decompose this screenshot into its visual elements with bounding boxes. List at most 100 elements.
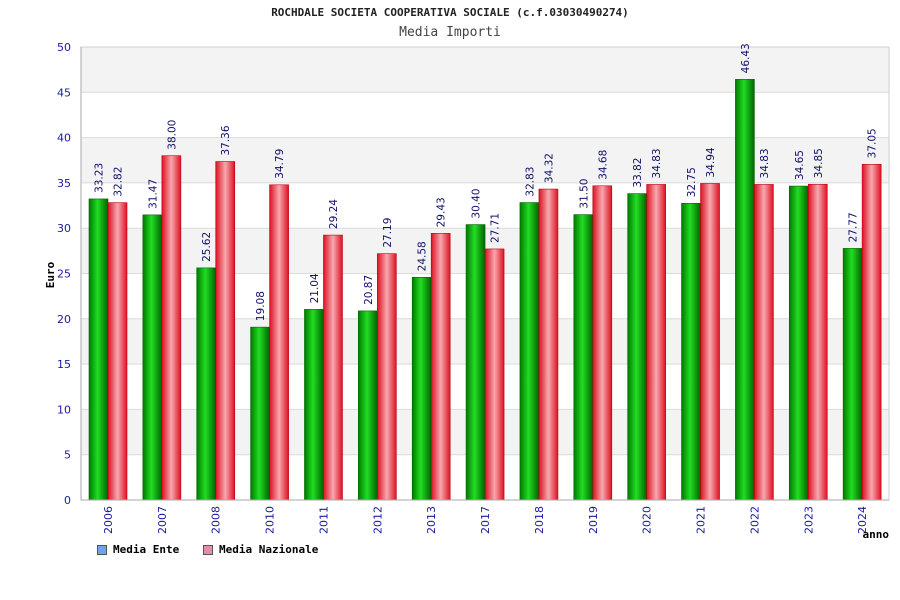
- data-label: 34.83: [759, 148, 771, 178]
- data-label: 34.32: [543, 153, 555, 183]
- x-tick-label: 2023: [802, 506, 815, 534]
- bar-media-ente-2018: [519, 202, 540, 501]
- data-label: 34.79: [274, 149, 286, 179]
- legend-item-media-ente: Media Ente: [97, 543, 179, 556]
- chart-title: ROCHDALE SOCIETA COOPERATIVA SOCIALE (c.…: [271, 6, 629, 19]
- x-tick-label: 2008: [210, 506, 223, 534]
- legend-label-media-ente: Media Ente: [113, 543, 180, 556]
- legend-swatch-media-ente: [97, 545, 107, 555]
- data-label: 24.58: [417, 241, 429, 271]
- bar-media-ente-2013: [411, 277, 432, 501]
- data-label: 32.83: [524, 166, 536, 196]
- x-tick-label: 2021: [695, 506, 708, 534]
- bar-media-nazionale-2012: [377, 253, 397, 501]
- data-label: 37.36: [220, 125, 232, 155]
- data-label: 27.71: [490, 213, 502, 243]
- bar-media-ente-2012: [358, 310, 378, 501]
- y-tick-label: 45: [57, 86, 71, 99]
- bar-media-ente-2017: [465, 224, 486, 501]
- y-tick-label: 20: [57, 313, 71, 326]
- y-tick-label: 35: [57, 177, 71, 190]
- bar-media-nazionale-2010: [269, 184, 289, 501]
- x-axis-label: anno: [863, 528, 890, 541]
- plot-labels: 33.23 32.82 31.47 38.00 25.62 37.36 19.08 34.79…: [94, 43, 879, 321]
- bar-media-ente-2006: [88, 198, 109, 501]
- data-label: 34.65: [794, 150, 806, 180]
- bar-media-nazionale-2024: [861, 164, 882, 501]
- x-tick-label: 2010: [264, 506, 277, 534]
- bar-media-nazionale-2019: [592, 185, 613, 501]
- bar-media-nazionale-2023: [807, 183, 828, 501]
- bar-media-ente-2020: [627, 193, 647, 501]
- bar-media-nazionale-2006: [107, 202, 128, 501]
- x-tick-label: 2007: [156, 506, 169, 534]
- x-tick-label: 2013: [425, 506, 438, 534]
- x-tick-label: 2017: [479, 506, 492, 534]
- bar-media-nazionale-2018: [538, 188, 559, 501]
- bar-media-ente-2019: [573, 214, 594, 501]
- data-label: 25.62: [201, 232, 213, 262]
- y-axis-label: Euro: [44, 261, 57, 288]
- x-tick-label: 2019: [587, 506, 600, 534]
- data-label: 29.24: [328, 199, 340, 229]
- bar-media-ente-2023: [788, 185, 809, 501]
- data-label: 34.85: [813, 148, 825, 178]
- bar-media-nazionale-2011: [323, 234, 343, 501]
- bar-media-ente-2022: [735, 79, 755, 501]
- y-tick-label: 15: [57, 358, 71, 371]
- data-label: 20.87: [363, 275, 375, 305]
- bar-media-nazionale-2017: [484, 248, 505, 501]
- data-label: 31.50: [578, 179, 590, 209]
- x-axis: 2006 2007 2008 2010 2011 2012 2013 2017 2018 2019…: [81, 499, 889, 534]
- data-label: 32.75: [686, 167, 698, 197]
- bar-media-nazionale-2022: [754, 184, 774, 501]
- data-label: 21.04: [309, 273, 321, 303]
- y-tick-label: 25: [57, 268, 71, 281]
- bar-media-ente-2010: [250, 326, 270, 501]
- data-label: 38.00: [166, 120, 178, 150]
- bar-media-nazionale-2008: [215, 161, 236, 501]
- chart-subtitle: Media Importi: [399, 25, 501, 40]
- data-label: 33.82: [632, 158, 644, 188]
- plot-bars: [88, 79, 882, 501]
- y-tick-label: 10: [57, 403, 71, 416]
- x-tick-label: 2012: [371, 506, 384, 534]
- bar-media-ente-2024: [842, 248, 863, 501]
- legend-label-media-nazionale: Media Nazionale: [219, 543, 319, 556]
- bar-media-nazionale-2020: [646, 184, 666, 501]
- x-tick-label: 2006: [102, 506, 115, 534]
- data-label: 29.43: [436, 197, 448, 227]
- y-axis: 0 5 10 15 20 25 30 35 40 45 50: [57, 41, 82, 507]
- data-label: 27.19: [382, 218, 394, 248]
- data-label: 46.43: [740, 43, 752, 73]
- bar-media-nazionale-2007: [161, 155, 182, 501]
- legend-swatch-media-nazionale: [203, 545, 213, 555]
- x-tick-label: 2018: [533, 506, 546, 534]
- data-label: 34.68: [597, 150, 609, 180]
- data-label: 34.83: [651, 148, 663, 178]
- plot-band: [81, 47, 889, 93]
- data-label: 31.47: [147, 179, 159, 209]
- y-tick-label: 5: [64, 449, 71, 462]
- legend-item-media-nazionale: Media Nazionale: [203, 543, 318, 556]
- bar-media-nazionale-2021: [700, 183, 720, 501]
- data-label: 37.05: [867, 128, 879, 158]
- x-tick-label: 2024: [856, 506, 869, 534]
- data-label: 27.77: [848, 212, 860, 242]
- data-label: 32.82: [113, 167, 125, 197]
- data-label: 19.08: [255, 291, 267, 321]
- x-tick-label: 2022: [748, 506, 761, 534]
- data-label: 33.23: [94, 163, 106, 193]
- data-label: 30.40: [471, 189, 483, 219]
- y-tick-label: 30: [57, 222, 71, 235]
- data-label: 34.94: [705, 147, 717, 177]
- x-tick-label: 2011: [317, 506, 330, 534]
- y-tick-label: 50: [57, 41, 71, 54]
- bar-media-ente-2011: [304, 309, 324, 501]
- bar-media-nazionale-2013: [430, 233, 451, 501]
- plot-band: [81, 92, 889, 138]
- y-tick-label: 0: [64, 494, 71, 507]
- bar-media-ente-2007: [142, 214, 163, 501]
